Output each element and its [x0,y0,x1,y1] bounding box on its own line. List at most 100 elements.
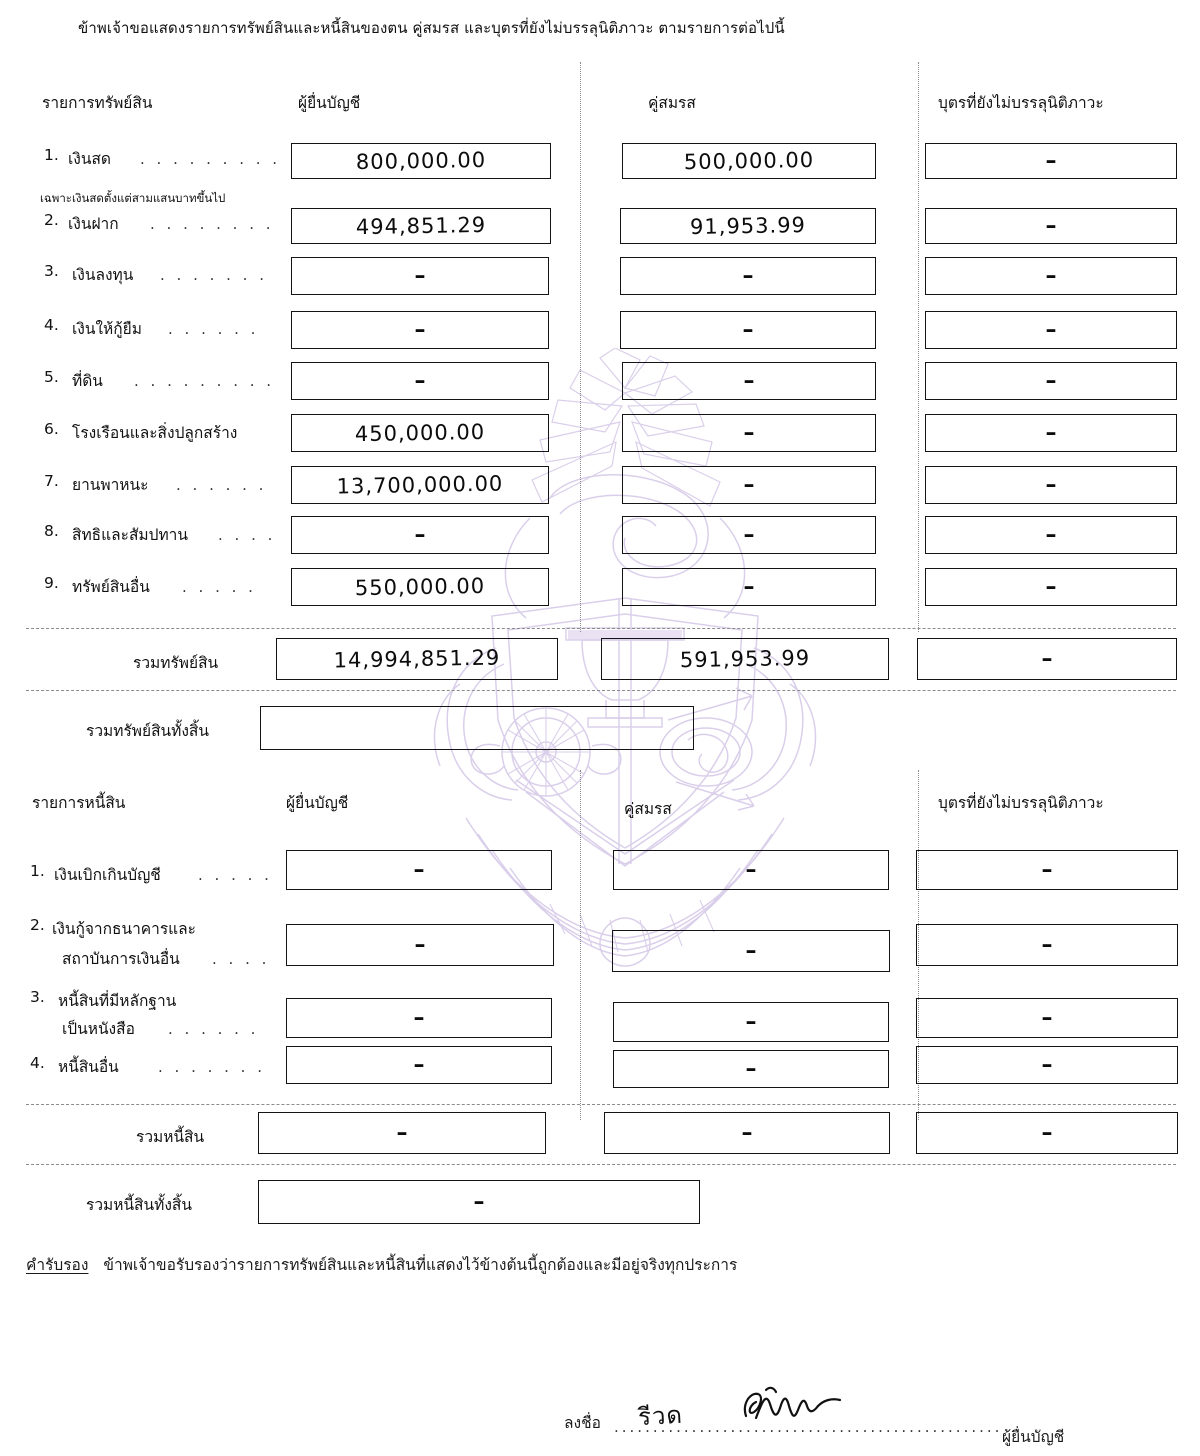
asset-row-1-no: 1. [44,146,59,164]
liability-row-3-children-box[interactable]: – [916,998,1178,1038]
asset-row-9-declarant-box[interactable]: 550,000.00 [291,568,549,606]
asset-row-5-spouse-value: – [743,368,755,394]
liability-row-3-declarant-value: – [413,1005,425,1031]
asset-row-5-leader: . . . . . . . . . [134,372,275,390]
asset-row-8-no: 8. [44,522,59,540]
liability-row-3-label: หนี้สินที่มีหลักฐาน [58,992,177,1010]
liabilities-total-declarant-value: – [396,1120,408,1146]
asset-row-2-children-box[interactable]: – [925,208,1177,244]
asset-row-4-children-box[interactable]: – [925,311,1177,349]
liability-row-2-label: เงินกู้จากธนาคารและ [52,920,196,938]
asset-row-8-children-box[interactable]: – [925,516,1177,554]
asset-row-2-spouse-box[interactable]: 91,953.99 [620,208,876,244]
liability-row-1-children-box[interactable]: – [916,850,1178,890]
asset-row-5-label: ที่ดิน [72,372,103,390]
asset-row-1-declarant-box[interactable]: 800,000.00 [291,143,551,179]
asset-row-8-spouse-value: – [743,522,755,548]
asset-row-3-leader: . . . . . . . [160,266,268,284]
asset-row-3-declarant-value: – [414,263,426,289]
liability-row-2-children-box[interactable]: – [916,924,1178,966]
liability-row-4-spouse-box[interactable]: – [613,1050,889,1088]
asset-row-7-children-box[interactable]: – [925,466,1177,504]
liabilities-column-divider-2 [918,770,919,1120]
assets-total-spouse-box[interactable]: 591,953.99 [601,638,889,680]
liability-row-4-label: หนี้สินอื่น [58,1058,119,1076]
asset-row-2-spouse-value: 91,953.99 [689,212,807,240]
asset-row-5-no: 5. [44,368,59,386]
liability-row-3-leader: . . . . . . [168,1020,259,1038]
liability-row-1-spouse-box[interactable]: – [613,850,889,890]
asset-row-3-label: เงินลงทุน [72,266,134,284]
asset-row-3-children-value: – [1045,263,1057,289]
signature-prefix-label: ลงชื่อ [564,1414,601,1432]
asset-row-3-no: 3. [44,262,59,280]
asset-row-3-spouse-box[interactable]: – [620,257,876,295]
asset-row-1-children-value: – [1045,148,1057,174]
asset-row-5-declarant-value: – [414,368,426,394]
liability-row-4-no: 4. [30,1054,45,1072]
asset-row-8-leader: . . . . [218,526,276,544]
asset-row-1-spouse-box[interactable]: 500,000.00 [622,143,876,179]
liability-row-1-children-value: – [1041,857,1053,883]
asset-row-9-children-box[interactable]: – [925,568,1177,606]
assets-column-divider-1 [580,62,581,632]
liabilities-total-spouse-box[interactable]: – [604,1112,890,1154]
asset-row-2-declarant-box[interactable]: 494,851.29 [291,208,551,244]
liability-row-3-declarant-box[interactable]: – [286,998,552,1038]
liabilities-total-label: รวมหนี้สิน [136,1128,205,1146]
liabilities-header-item: รายการหนี้สิน [32,794,126,812]
asset-row-6-spouse-box[interactable]: – [622,414,876,452]
asset-row-4-declarant-box[interactable]: – [291,311,549,349]
liability-row-1-declarant-box[interactable]: – [286,850,552,890]
asset-row-7-declarant-box[interactable]: 13,700,000.00 [291,466,549,504]
form-intro-sentence: ข้าพเจ้าขอแสดงรายการทรัพย์สินและหนี้สินข… [78,19,785,37]
asset-row-7-declarant-value: 13,700,000.00 [336,471,504,499]
assets-total-declarant-value: 14,994,851.29 [333,645,501,673]
asset-row-6-no: 6. [44,420,59,438]
liabilities-grand-total-value: – [473,1189,485,1215]
asset-row-5-spouse-box[interactable]: – [622,362,876,400]
asset-row-6-children-box[interactable]: – [925,414,1177,452]
asset-row-7-spouse-box[interactable]: – [622,466,876,504]
assets-header-declarant: ผู้ยื่นบัญชี [298,94,361,112]
asset-row-1-children-box[interactable]: – [925,143,1177,179]
asset-row-4-spouse-box[interactable]: – [620,311,876,349]
signature-scribble-icon [736,1382,856,1428]
liability-row-2-declarant-box[interactable]: – [286,924,554,966]
asset-row-7-leader: . . . . . . [176,476,267,494]
asset-row-8-spouse-box[interactable]: – [622,516,876,554]
certification-keyword: คำรับรอง [26,1256,89,1274]
assets-total-declarant-box[interactable]: 14,994,851.29 [276,638,558,680]
liabilities-column-divider-1 [580,770,581,1120]
liabilities-total-children-box[interactable]: – [916,1112,1178,1154]
liabilities-header-declarant: ผู้ยื่นบัญชี [286,794,349,812]
liabilities-grand-total-box[interactable]: – [258,1180,700,1224]
asset-row-3-children-box[interactable]: – [925,257,1177,295]
asset-row-5-children-box[interactable]: – [925,362,1177,400]
liability-row-1-declarant-value: – [413,857,425,883]
liabilities-total-separator-bottom [26,1164,1176,1165]
asset-row-9-no: 9. [44,574,59,592]
liabilities-header-spouse: คู่สมรส [624,800,672,818]
assets-grand-total-box[interactable] [260,706,694,750]
asset-row-9-leader: . . . . . [182,578,257,596]
assets-total-children-box[interactable]: – [917,638,1177,680]
liability-row-4-declarant-box[interactable]: – [286,1046,552,1084]
liabilities-total-declarant-box[interactable]: – [258,1112,546,1154]
assets-header-children: บุตรที่ยังไม่บรรลุนิติภาวะ [938,94,1104,112]
asset-row-6-label: โรงเรือนและสิ่งปลูกสร้าง [72,424,238,442]
asset-row-6-declarant-box[interactable]: 450,000.00 [291,414,549,452]
asset-row-4-spouse-value: – [742,317,754,343]
liability-row-2-spouse-box[interactable]: – [612,930,890,972]
asset-row-8-declarant-box[interactable]: – [291,516,549,554]
liability-row-3-spouse-box[interactable]: – [613,1002,889,1042]
asset-row-9-label: ทรัพย์สินอื่น [72,578,150,596]
liability-row-4-children-box[interactable]: – [916,1046,1178,1084]
asset-row-5-declarant-box[interactable]: – [291,362,549,400]
asset-row-3-declarant-box[interactable]: – [291,257,549,295]
assets-column-divider-2 [918,62,919,632]
asset-row-6-spouse-value: – [743,420,755,446]
asset-row-8-label: สิทธิและสัมปทาน [72,526,188,544]
liability-row-2-declarant-value: – [414,932,426,958]
asset-row-9-spouse-box[interactable]: – [622,568,876,606]
